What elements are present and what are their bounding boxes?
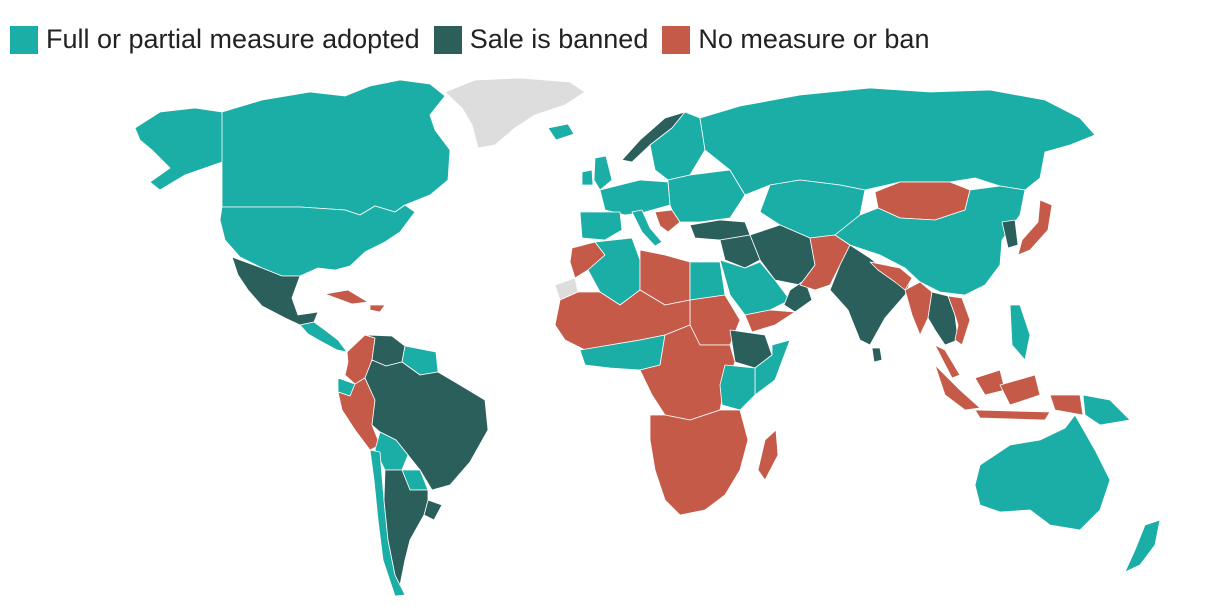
region-russia — [699, 87, 1096, 196]
region-canada — [221, 79, 451, 216]
legend-item-none: No measure or ban — [662, 24, 929, 55]
region-caribbean — [324, 289, 386, 313]
region-new-zealand — [1124, 519, 1161, 573]
legend-label-measure: Full or partial measure adopted — [46, 24, 420, 54]
region-yemen — [744, 309, 796, 333]
region-mexico — [231, 256, 319, 326]
region-greenland — [444, 77, 586, 149]
region-argentina — [383, 469, 429, 586]
region-iceland — [547, 123, 575, 141]
region-sri-lanka — [871, 347, 883, 363]
region-vietnam — [947, 295, 971, 346]
region-western-europe — [599, 179, 671, 216]
region-papua-new-guinea — [1082, 394, 1131, 426]
region-korea — [1001, 219, 1019, 249]
region-balkans — [654, 209, 681, 233]
region-myanmar — [904, 281, 933, 336]
legend-item-banned: Sale is banned — [433, 24, 649, 55]
region-united-kingdom — [593, 155, 613, 191]
region-brazil — [364, 359, 489, 491]
region-egypt — [689, 261, 726, 301]
legend-swatch-measure — [10, 25, 38, 54]
region-china — [834, 185, 1026, 296]
region-australia — [974, 414, 1111, 531]
region-iberia — [579, 211, 623, 241]
region-united-states — [219, 204, 416, 277]
region-japan — [1017, 199, 1053, 256]
legend-swatch-none — [662, 25, 691, 54]
region-iraq-syria — [719, 234, 761, 269]
region-eastern-europe — [667, 169, 746, 223]
region-italy — [631, 209, 663, 247]
region-east-africa — [719, 364, 756, 411]
region-sweden-finland — [649, 111, 706, 181]
region-chile — [369, 449, 406, 597]
legend-item-measure: Full or partial measure adopted — [10, 24, 420, 55]
legend-swatch-banned — [433, 25, 462, 54]
region-madagascar — [757, 429, 779, 481]
region-philippines — [1009, 304, 1031, 361]
legend-label-banned: Sale is banned — [469, 24, 649, 54]
legend-label-none: No measure or ban — [698, 24, 930, 54]
region-central-america — [299, 321, 348, 353]
region-southern-africa — [649, 409, 749, 516]
world-map — [134, 77, 1161, 597]
region-indonesia — [934, 364, 1084, 421]
map-legend: Full or partial measure adopted Sale is … — [10, 24, 943, 55]
region-alaska — [134, 107, 229, 191]
region-india — [829, 244, 913, 346]
region-ireland — [581, 169, 594, 186]
